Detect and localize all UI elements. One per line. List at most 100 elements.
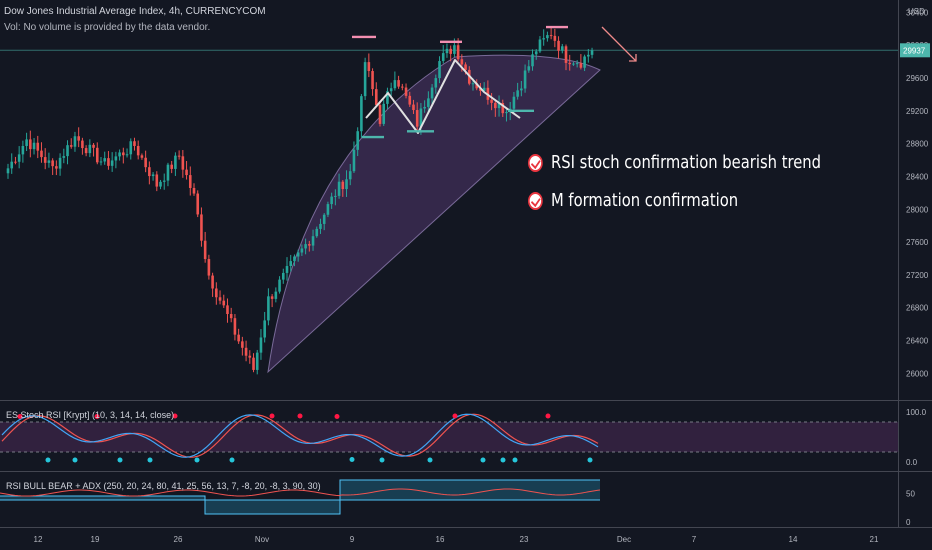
y-tick-label: 26000 <box>906 369 929 378</box>
last-price-tag <box>900 43 930 58</box>
annotation-stoch: RSI stoch confirmation bearish trend <box>528 152 821 173</box>
candle <box>553 35 557 41</box>
candle <box>81 140 84 149</box>
check-icon <box>528 191 543 210</box>
candle <box>434 78 438 88</box>
candle <box>255 352 259 370</box>
y-tick-label: 30400 <box>906 8 929 17</box>
candle <box>99 161 103 163</box>
candle <box>363 62 367 97</box>
candle <box>401 86 404 88</box>
candle <box>10 161 14 169</box>
candle <box>322 214 326 224</box>
candle <box>568 62 572 65</box>
candle <box>133 141 136 146</box>
stoch-oversold-dot <box>229 457 235 463</box>
x-tick-label: 7 <box>692 535 697 544</box>
symbol-title: Dow Jones Industrial Average Index, 4h, … <box>4 6 266 17</box>
candle <box>531 54 534 67</box>
candle <box>505 112 508 114</box>
candle <box>192 187 196 194</box>
candle <box>538 39 542 52</box>
candle <box>348 171 352 180</box>
candle <box>371 71 374 90</box>
x-tick-label: Dec <box>617 535 631 544</box>
annotation-text: M formation confirmation <box>550 190 739 211</box>
candle <box>460 59 464 65</box>
candle <box>95 147 99 163</box>
candle <box>330 196 333 205</box>
candle <box>527 66 531 71</box>
candle <box>36 142 40 151</box>
candle <box>155 174 159 187</box>
candle <box>69 145 73 147</box>
y-tick-label: 29600 <box>906 74 929 83</box>
candle <box>136 145 140 156</box>
candle <box>281 272 285 280</box>
candle <box>140 155 144 158</box>
candle <box>107 158 110 166</box>
candle <box>252 357 255 370</box>
stoch-overbought-dot <box>297 413 303 419</box>
candle <box>341 181 345 190</box>
candle <box>542 38 545 40</box>
stoch-overbought-dot <box>172 413 178 419</box>
candle <box>55 166 58 169</box>
candle <box>449 48 452 54</box>
stoch-overbought-dot <box>452 413 458 419</box>
stoch-oversold-dot <box>587 457 593 463</box>
candle <box>293 256 296 262</box>
candle <box>278 279 281 292</box>
candle <box>114 156 118 161</box>
candle <box>151 174 155 177</box>
candle <box>289 261 293 267</box>
candle <box>92 144 95 148</box>
candle <box>174 155 177 169</box>
candle <box>170 164 173 169</box>
candle <box>557 40 560 51</box>
candle <box>516 90 519 97</box>
stoch-oversold-dot <box>194 457 200 463</box>
candle <box>207 259 211 276</box>
candle <box>188 175 192 188</box>
candle <box>412 104 415 111</box>
candle <box>397 80 400 87</box>
candle <box>237 334 240 342</box>
y-tick-label: 28800 <box>906 140 929 149</box>
stoch-overbought-dot <box>334 414 340 419</box>
stoch-d-line <box>1 413 599 458</box>
x-tick-label: Nov <box>255 535 269 544</box>
annotation-text: RSI stoch confirmation bearish trend <box>550 152 822 173</box>
candle <box>564 46 568 63</box>
candle <box>267 296 270 321</box>
candle <box>345 179 348 190</box>
candle <box>456 45 460 60</box>
stoch-band <box>0 422 898 452</box>
candle <box>211 275 214 289</box>
x-tick-label: 16 <box>436 535 445 544</box>
candle <box>274 291 278 299</box>
candle <box>579 63 583 68</box>
stoch-indicator-label[interactable]: ES Stoch RSI [Krypt] (10, 3, 14, 14, clo… <box>6 410 175 420</box>
candle <box>408 95 412 105</box>
candle <box>560 46 564 51</box>
candle <box>393 80 397 89</box>
candle <box>200 214 203 241</box>
candle <box>263 320 266 338</box>
rsi-indicator-label[interactable]: RSI BULL BEAR + ADX (250, 20, 24, 80, 41… <box>6 481 321 491</box>
rsi-level-label: 50 <box>906 489 915 498</box>
candle <box>203 240 207 260</box>
x-tick-label: 9 <box>350 535 355 544</box>
candle <box>222 300 226 306</box>
candle <box>308 244 311 246</box>
candle <box>419 108 423 127</box>
candle <box>185 169 188 176</box>
last-price-label: 29937 <box>903 46 926 55</box>
candle <box>215 288 218 298</box>
candle <box>66 145 69 157</box>
candle <box>296 252 300 257</box>
candle <box>244 347 248 356</box>
candle <box>51 160 54 167</box>
candle <box>490 99 493 103</box>
